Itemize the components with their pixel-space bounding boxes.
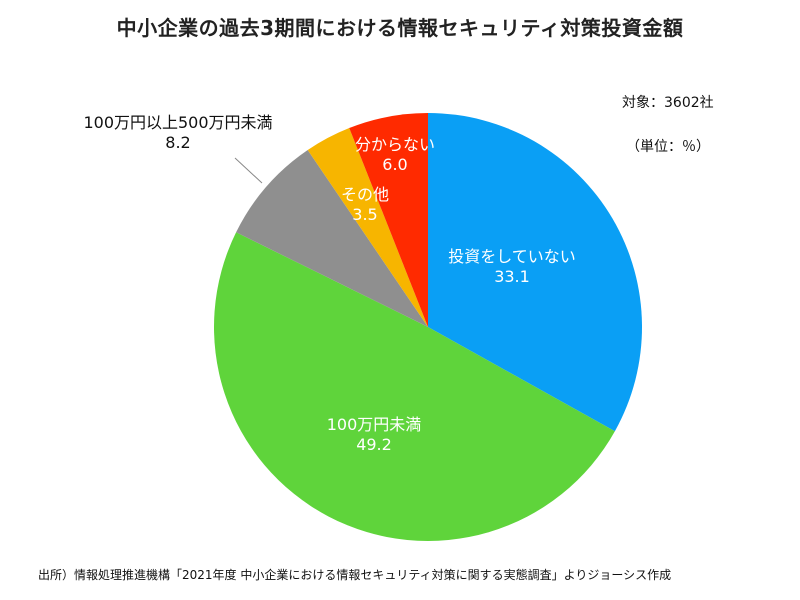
sample-size-note: 対象：3602社 (622, 95, 714, 111)
slice-label: 投資をしていない (448, 247, 576, 266)
slice-value-label: 3.5 (352, 205, 377, 224)
unit-note: （単位：％） (626, 139, 710, 155)
pie-slice (214, 232, 615, 541)
slice-label: その他 (341, 185, 389, 204)
slice-label: 100万円未満 (327, 415, 422, 434)
pie-slice (349, 113, 428, 327)
slice-value-label: 6.0 (382, 155, 407, 174)
slice-value-label: 8.2 (165, 133, 190, 152)
source-note: 出所）情報処理推進機構「2021年度 中小企業における情報セキュリティ対策に関す… (38, 568, 672, 582)
slice-label: 分からない (355, 135, 435, 154)
pie-slice (307, 128, 428, 327)
chart-title: 中小企業の過去3期間における情報セキュリティ対策投資金額 (116, 16, 684, 40)
pie-slice (236, 150, 428, 327)
label-leader-line (234, 157, 263, 184)
slice-value-label: 49.2 (356, 435, 392, 454)
pie-slice (428, 113, 643, 432)
slice-label: 100万円以上500万円未満 (83, 113, 272, 132)
slice-value-label: 33.1 (494, 267, 530, 286)
